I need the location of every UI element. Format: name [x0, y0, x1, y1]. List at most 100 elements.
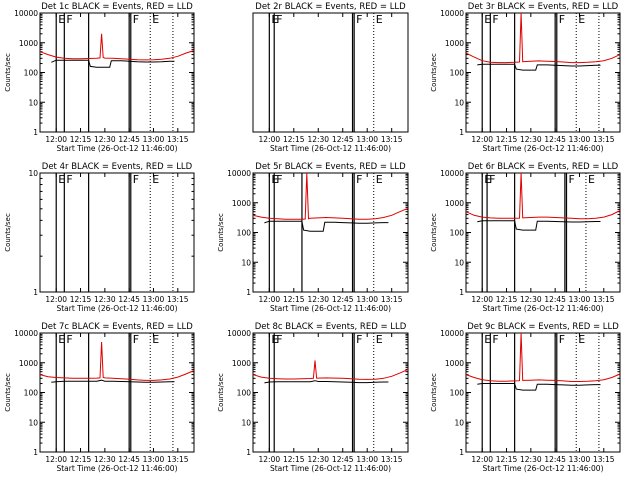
panel-3-xtick-label: 13:15 — [593, 135, 615, 144]
panel-3-xtick-label: 12:15 — [496, 135, 518, 144]
panel-7-ytick-label: 1 — [33, 448, 38, 457]
panel-1-xtick-label: 12:30 — [94, 135, 116, 144]
panel-6-xlabel: Start Time (26-Oct-12 11:46:00) — [482, 304, 603, 313]
panel-9-frame — [465, 332, 621, 453]
panel-6-ytick-label: 1 — [459, 288, 464, 297]
panel-7-title: Det 7c BLACK = Events, RED = LLD — [41, 322, 193, 332]
panel-3-marker-label: F — [492, 13, 498, 26]
panel-4-marker-label: E — [152, 173, 159, 186]
panel-5-marker-label: E — [271, 173, 278, 186]
panel-3-series-black — [477, 63, 601, 71]
panel-8-marker-label: E — [376, 333, 383, 346]
panel-9-marker-label: F — [492, 333, 498, 346]
panel-7-marker-label: F — [133, 333, 139, 346]
panel-2-title: Det 2r BLACK = Events, RED = LLD — [255, 2, 406, 12]
panel-7-ytick-label: 100 — [24, 389, 39, 398]
panel-4-xtick-label: 13:00 — [143, 295, 165, 304]
panel-4: Det 4r BLACK = Events, RED = LLD 1 10 Count… — [4, 162, 195, 313]
panel-1-marker-label: E — [152, 13, 159, 26]
panel-7-ytick-label: 10000 — [14, 329, 38, 338]
panel-5-xtick-label: 13:15 — [381, 295, 403, 304]
panel-6-marker-label: E — [588, 173, 595, 186]
panel-9-xtick-label: 12:00 — [471, 455, 493, 464]
panel-3-ylabel: Counts/sec — [430, 53, 438, 92]
panel-1-title: Det 1c BLACK = Events, RED = LLD — [41, 2, 193, 12]
panel-1-series-red — [39, 33, 195, 61]
panel-2-xtick-label: 12:00 — [259, 135, 281, 144]
panel-9-ytick-label: 10 — [454, 418, 464, 427]
panel-8-ytick-label: 10000 — [227, 329, 251, 338]
panel-1-marker-label: F — [66, 13, 72, 26]
panel-1-ytick-label: 10 — [28, 98, 38, 107]
panel-3-xtick-label: 13:00 — [569, 135, 591, 144]
panel-3-marker-label: E — [484, 13, 491, 26]
panel-1-ylabel: Counts/sec — [4, 53, 12, 92]
panel-6-marker-label: F — [489, 173, 495, 186]
panel-4-title: Det 4r BLACK = Events, RED = LLD — [42, 162, 193, 172]
panel-9-ytick-label: 10000 — [440, 329, 464, 338]
panel-6-ytick-label: 10000 — [440, 169, 464, 178]
panel-5-title: Det 5r BLACK = Events, RED = LLD — [255, 162, 406, 172]
panel-7-xtick-label: 12:30 — [94, 455, 116, 464]
panel-1-series-black — [51, 59, 175, 68]
panel-5-xtick-label: 12:30 — [307, 295, 329, 304]
panel-6-series-black — [477, 220, 601, 231]
panel-4-frame — [39, 172, 195, 293]
panel-5-series-red — [252, 172, 409, 220]
panel-5-ytick-label: 1000 — [232, 199, 251, 208]
panel-9-ytick-label: 100 — [450, 389, 465, 398]
panel-8-xtick-label: 12:15 — [283, 455, 305, 464]
panel-8-marker-label: E — [271, 333, 278, 346]
panel-3-ytick-label: 100 — [450, 69, 465, 78]
panel-9-xtick-label: 12:45 — [544, 455, 566, 464]
panel-8-marker-label: F — [356, 333, 362, 346]
panel-8: Det 8c BLACK = Events, RED = LLD 1 10 100 10… — [217, 322, 409, 473]
panel-1-frame — [39, 12, 195, 133]
panel-8-xtick-label: 12:45 — [332, 455, 354, 464]
panel-4-marker-label: E — [58, 173, 65, 186]
panel-1-marker-label: F — [133, 13, 139, 26]
panel-3-marker-label: F — [559, 13, 565, 26]
panel-9-ytick-label: 1 — [459, 448, 464, 457]
panel-7-marker-label: E — [152, 333, 159, 346]
panel-3-ytick-label: 10000 — [440, 9, 464, 18]
panel-4-xtick-label: 13:15 — [167, 295, 189, 304]
panel-3-ytick-label: 1 — [459, 128, 464, 137]
panel-1-xtick-label: 13:00 — [143, 135, 165, 144]
panel-8-ytick-label: 1000 — [232, 359, 251, 368]
panel-9-xtick-label: 12:30 — [520, 455, 542, 464]
panel-6-ytick-label: 1000 — [445, 199, 464, 208]
panel-8-ytick-label: 1 — [246, 448, 251, 457]
panel-9-xtick-label: 12:15 — [496, 455, 518, 464]
panel-5-ytick-label: 10000 — [227, 169, 251, 178]
panel-3-series-red — [465, 12, 621, 64]
panel-9-ylabel: Counts/sec — [430, 373, 438, 412]
panel-8-series-black — [264, 380, 389, 384]
panel-5-ytick-label: 1 — [246, 288, 251, 297]
panel-7-xlabel: Start Time (26-Oct-12 11:46:00) — [56, 464, 177, 473]
panel-4-xlabel: Start Time (26-Oct-12 11:46:00) — [56, 304, 177, 313]
panel-6-marker-label: E — [484, 173, 491, 186]
panel-8-marker-label: F — [276, 333, 282, 346]
panel-5-xlabel: Start Time (26-Oct-12 11:46:00) — [270, 304, 391, 313]
panel-9-ytick-label: 1000 — [445, 359, 464, 368]
panel-5-marker-label: F — [276, 173, 282, 186]
panel-2-marker-label: E — [376, 13, 383, 26]
panel-1-xtick-label: 12:00 — [45, 135, 67, 144]
panel-9-series-black — [477, 383, 601, 391]
panel-8-ytick-label: 10 — [241, 418, 251, 427]
panel-1-ytick-label: 100 — [24, 69, 39, 78]
panel-6-xtick-label: 13:15 — [593, 295, 615, 304]
panel-2-marker-label: E — [271, 13, 278, 26]
panel-1-marker-label: E — [58, 13, 65, 26]
panel-1-xtick-label: 13:15 — [167, 135, 189, 144]
panel-6-series-red — [465, 172, 621, 220]
panel-7-marker-label: E — [58, 333, 65, 346]
panel-4-xtick-label: 12:45 — [118, 295, 140, 304]
panel-4-marker-label: F — [66, 173, 72, 186]
panel-2-frame — [252, 12, 409, 133]
panel-5-frame — [252, 172, 409, 293]
panel-3-marker-label: E — [578, 13, 585, 26]
panel-7-series-black — [51, 379, 175, 383]
